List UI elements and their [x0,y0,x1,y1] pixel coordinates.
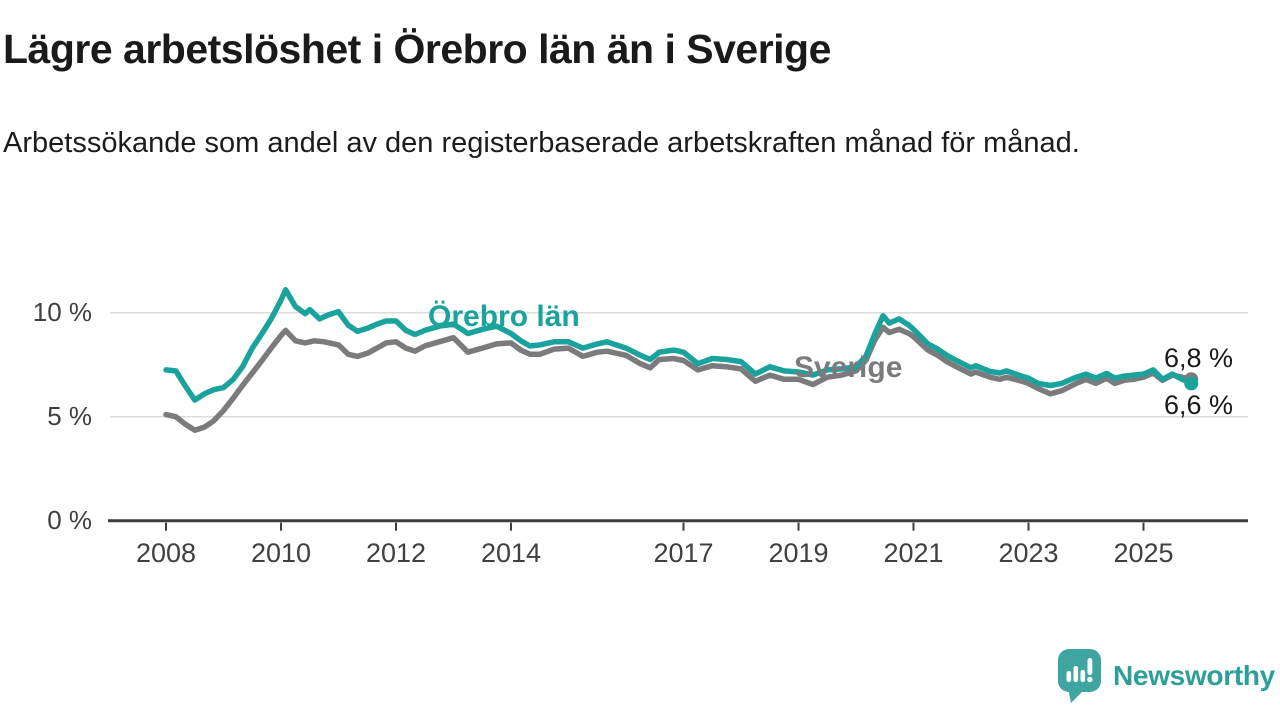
series-label-orebro-lan: Örebro län [428,300,580,333]
x-tick-label-2023: 2023 [998,538,1059,568]
x-tick-label-2025: 2025 [1113,538,1174,568]
y-tick-label-10: 10 % [32,296,92,327]
x-tick-label-2010: 2010 [250,538,312,568]
page-title: Lägre arbetslöshet i Örebro län än i Sve… [3,26,831,72]
end-value-label-sverige: 6,8 % [1164,343,1234,373]
x-tick-label-2017: 2017 [653,538,714,568]
series-line--rebro-l-n [163,287,1194,403]
series-line-sverige [163,324,1194,433]
end-value-label-orebro-lan: 6,6 % [1164,390,1234,420]
y-tick-label-5: 5 % [47,400,92,431]
x-tick-label-2021: 2021 [883,538,944,568]
x-tick-label-2014: 2014 [480,538,542,568]
x-tick-label-2012: 2012 [365,538,427,568]
newsworthy-logo-text: Newsworthy [1113,660,1275,691]
x-tick-label-2019: 2019 [768,538,829,568]
x-tick-label-2008: 2008 [135,538,197,568]
y-tick-label-0: 0 % [47,504,92,535]
newsworthy-logo-icon [1058,649,1101,703]
newsworthy-logo: Newsworthy [1057,648,1275,704]
chart-subtitle: Arbetssökande som andel av den registerb… [3,127,1080,159]
series-end-dot--rebro-l-n [1184,376,1199,391]
series-label-sverige: Sverige [794,351,903,384]
